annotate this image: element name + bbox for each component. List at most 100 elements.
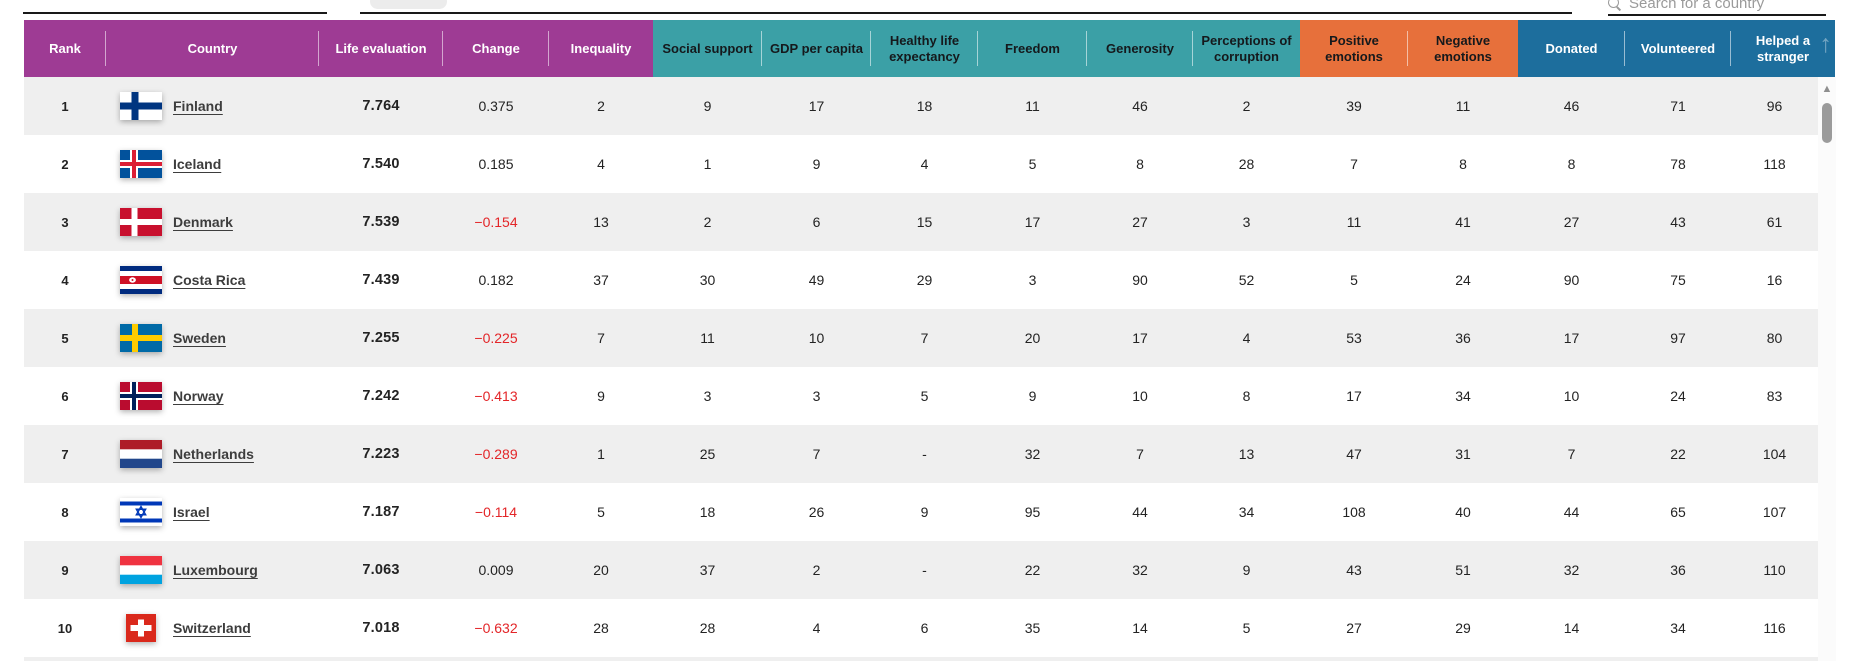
country-cell[interactable]: Denmark [106,193,319,251]
table-row-israel[interactable]: 8 Israel 7.187 −0.114 5 18 26 9 95 44 34 108 40 4… [24,483,1818,541]
perceptions-of-corruption-cell: 3 [1242,214,1251,230]
column-header-perceptions-of-corruption[interactable]: Perceptions of corruption [1193,20,1300,77]
donated-cell: 32 [1563,562,1580,578]
column-header-helped-a-stranger[interactable]: Helped a stranger [1731,20,1835,77]
country-link[interactable]: Luxembourg [173,562,258,578]
column-header-inequality[interactable]: Inequality [549,20,653,77]
column-header-label: Change [472,40,520,56]
table-row-sweden[interactable]: 5 Sweden 7.255 −0.225 7 11 10 7 20 17 4 53 36 17 9… [24,309,1818,367]
inequality-cell: 5 [597,504,605,520]
freedom-cell: 17 [1024,214,1041,230]
helped-a-stranger-cell: 110 [1763,562,1786,578]
change-cell: −0.289 [474,446,518,462]
country-link[interactable]: Finland [173,98,223,114]
social-support-cell: 25 [699,446,716,462]
table-row-luxembourg[interactable]: 9 Luxembourg 7.063 0.009 20 37 2 - 22 32 9 43 51… [24,541,1818,599]
column-header-donated[interactable]: Donated [1518,20,1625,77]
country-cell[interactable]: Netherlands [106,425,319,483]
column-header-social-support[interactable]: Social support [653,20,762,77]
table-row-finland[interactable]: 1 Finland 7.764 0.375 2 9 17 18 11 46 2 39 11 46 7… [24,77,1818,135]
column-header-freedom[interactable]: Freedom [978,20,1087,77]
positive-emotions-cell: 39 [1346,98,1362,114]
table-row-denmark[interactable]: 3 Denmark 7.539 −0.154 13 2 6 15 17 27 3 11 41 27… [24,193,1818,251]
country-link[interactable]: Netherlands [173,446,254,462]
country-cell[interactable]: Finland [106,77,319,135]
life-evaluation-cell: 7.063 [362,562,400,578]
column-header-label: Helped a stranger [1755,33,1811,64]
table-row-costa-rica[interactable]: 4 Costa Rica 7.439 0.182 37 30 49 29 3 90 52 5 2… [24,251,1818,309]
perceptions-of-corruption-cell: 4 [1242,330,1251,346]
search-icon [1608,0,1621,10]
column-header-label: Positive emotions [1325,33,1383,64]
perceptions-of-corruption-cell: 52 [1238,272,1255,288]
negative-emotions-cell: 31 [1455,446,1471,462]
social-support-cell: 30 [699,272,716,288]
table-row-netherlands[interactable]: 7 Netherlands 7.223 −0.289 1 25 7 - 32 7 13 47 3… [24,425,1818,483]
negative-emotions-cell: 51 [1455,562,1471,578]
cutoff-tab-fragment [370,0,447,9]
social-support-cell: 28 [699,620,716,636]
healthy-life-expectancy-cell: 15 [916,214,933,230]
column-header-positive-emotions[interactable]: Positive emotions [1300,20,1408,77]
country-link[interactable]: Iceland [173,156,222,172]
country-cell[interactable]: Luxembourg [106,541,319,599]
country-cell[interactable]: Iceland [106,135,319,193]
column-header-rank[interactable]: Rank [24,20,106,77]
generosity-cell: 10 [1132,388,1148,404]
generosity-cell: 90 [1132,272,1148,288]
vertical-scrollbar[interactable]: ▲ [1818,77,1836,661]
column-header-change[interactable]: Change [443,20,549,77]
scroll-up-arrow-icon[interactable]: ↑ [1819,30,1833,58]
helped-a-stranger-cell: 16 [1766,272,1783,288]
column-header-negative-emotions[interactable]: Negative emotions [1408,20,1518,77]
country-link[interactable]: Norway [173,388,224,404]
change-cell: 0.185 [478,156,514,172]
country-cell[interactable]: Sweden [106,309,319,367]
gdp-per-capita-cell: 26 [808,504,825,520]
column-header-volunteered[interactable]: Volunteered [1625,20,1731,77]
column-header-gdp-per-capita[interactable]: GDP per capita [762,20,871,77]
search-input[interactable] [1629,0,1814,12]
switzerland-flag-icon [120,614,162,642]
scrollbar-thumb[interactable] [1822,103,1832,143]
helped-a-stranger-cell: 104 [1762,446,1787,462]
volunteered-cell: 75 [1670,272,1686,288]
life-evaluation-cell: 7.018 [362,620,400,636]
life-evaluation-cell: 7.223 [362,446,400,462]
column-header-healthy-life-expectancy[interactable]: Healthy life expectancy [871,20,978,77]
negative-emotions-cell: 24 [1455,272,1471,288]
country-link[interactable]: Denmark [173,214,233,230]
donated-cell: 90 [1563,272,1580,288]
generosity-cell: 27 [1132,214,1148,230]
positive-emotions-cell: 47 [1346,446,1362,462]
country-cell[interactable]: Costa Rica [106,251,319,309]
column-header-life-evaluation[interactable]: Life evaluation [319,20,443,77]
country-link[interactable]: Israel [173,504,210,520]
country-link[interactable]: Switzerland [173,620,251,636]
netherlands-flag-icon [120,440,162,468]
inequality-cell: 7 [597,330,605,346]
change-cell: −0.114 [474,504,518,520]
country-cell[interactable]: Norway [106,367,319,425]
rank-cell: 2 [61,156,69,172]
social-support-cell: 37 [699,562,716,578]
negative-emotions-cell: 40 [1455,504,1471,520]
table-row-norway[interactable]: 6 Norway 7.242 −0.413 9 3 3 5 9 10 8 17 34 10 24 83 [24,367,1818,425]
country-cell[interactable]: Israel [106,483,319,541]
table-row-switzerland[interactable]: 10 Switzerland 7.018 −0.632 28 28 4 6 35 14 5 2… [24,599,1818,657]
country-search[interactable] [1608,0,1826,16]
life-evaluation-cell: 7.540 [362,156,400,172]
helped-a-stranger-cell: 80 [1766,330,1783,346]
negative-emotions-cell: 8 [1459,156,1467,172]
country-link[interactable]: Sweden [173,330,226,346]
column-header-generosity[interactable]: Generosity [1087,20,1193,77]
israel-flag-icon [120,498,162,526]
column-header-label: Negative emotions [1434,33,1492,64]
scrollbar-up-arrow-icon[interactable]: ▲ [1821,83,1833,95]
country-cell[interactable]: Switzerland [106,599,319,657]
gdp-per-capita-cell: 2 [812,562,821,578]
country-link[interactable]: Costa Rica [173,272,246,288]
column-header-country[interactable]: Country [106,20,319,77]
table-row-iceland[interactable]: 2 Iceland 7.540 0.185 4 1 9 4 5 8 28 7 8 8 78 118 [24,135,1818,193]
